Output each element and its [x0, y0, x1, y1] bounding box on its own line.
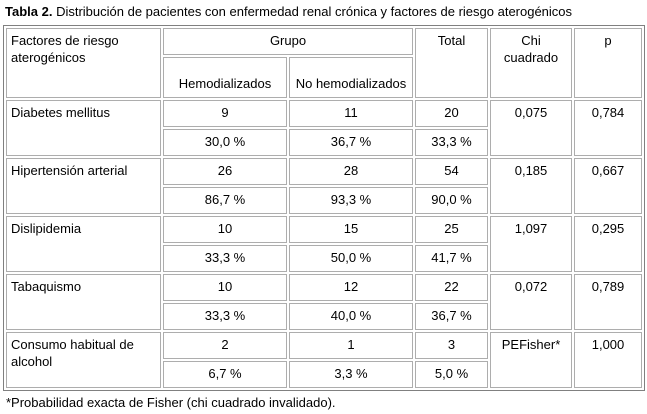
cell-total-percent: 36,7 %: [415, 303, 489, 330]
cell-p-value: 0,789: [574, 274, 643, 330]
cell-p-value: 0,784: [574, 100, 643, 156]
cell-total-percent: 33,3 %: [415, 129, 489, 156]
cell-p-value: 0,667: [574, 158, 643, 214]
cell-total-count: 22: [415, 274, 489, 301]
table-title-label: Tabla 2.: [5, 4, 53, 19]
cell-nohemo-percent: 3,3 %: [289, 361, 414, 388]
table-row-percent: 33,3 % 50,0 % 41,7 %: [6, 245, 642, 272]
cell-nohemo-count: 1: [289, 332, 414, 359]
cell-hemo-count: 10: [163, 274, 287, 301]
table-row-percent: 86,7 % 93,3 % 90,0 %: [6, 187, 642, 214]
cell-hemo-percent: 86,7 %: [163, 187, 287, 214]
table-row: Hipertensión arterial 26 28 54 0,185 0,6…: [6, 158, 643, 214]
header-row-2: Hemodializados No hemodializados: [6, 57, 642, 98]
cell-hemo-percent: 33,3 %: [163, 245, 287, 272]
cell-total-count: 25: [415, 216, 489, 243]
row-label: Hipertensión arterial: [6, 158, 161, 214]
col-header-total: Total: [415, 28, 489, 98]
cell-nohemo-percent: 40,0 %: [289, 303, 414, 330]
table-footnote: *Probabilidad exacta de Fisher (chi cuad…: [6, 395, 336, 410]
cell-hemo-count: 10: [163, 216, 287, 243]
cell-hemo-percent: 33,3 %: [163, 303, 287, 330]
table-row: Consumo habitual de alcohol 2 1 3 PEFish…: [6, 332, 643, 388]
cell-total-count: 20: [415, 100, 489, 127]
cell-hemo-percent: 30,0 %: [163, 129, 287, 156]
table-title: Tabla 2. Distribución de pacientes con e…: [5, 3, 643, 20]
cell-total-count: 3: [415, 332, 489, 359]
table-row-percent: 33,3 % 40,0 % 36,7 %: [6, 303, 642, 330]
table-row: Dislipidemia 10 15 25 1,097 0,295: [6, 216, 643, 272]
table-row: Diabetes mellitus 9 11 20 0,075 0,784: [6, 100, 643, 156]
cell-hemo-count: 9: [163, 100, 287, 127]
cell-nohemo-percent: 50,0 %: [289, 245, 414, 272]
row-label: Tabaquismo: [6, 274, 161, 330]
cell-chi-square: 1,097: [490, 216, 573, 272]
cell-total-percent: 90,0 %: [415, 187, 489, 214]
cell-hemo-count: 26: [163, 158, 287, 185]
risk-factors-table: Factores de riesgo aterogénicos Grupo To…: [3, 25, 646, 391]
table-title-text: Distribución de pacientes con enfermedad…: [56, 4, 573, 19]
cell-nohemo-count: 12: [289, 274, 414, 301]
table-row-percent: 30,0 % 36,7 % 33,3 %: [6, 129, 642, 156]
cell-total-count: 54: [415, 158, 489, 185]
cell-total-percent: 5,0 %: [415, 361, 489, 388]
col-header-factors: Factores de riesgo aterogénicos: [6, 28, 161, 98]
table-row-percent: 6,7 % 3,3 % 5,0 %: [6, 361, 642, 388]
cell-p-value: 0,295: [574, 216, 643, 272]
cell-nohemo-count: 11: [289, 100, 414, 127]
cell-chi-square: PEFisher*: [490, 332, 573, 388]
cell-nohemo-count: 15: [289, 216, 414, 243]
table-row: Tabaquismo 10 12 22 0,072 0,789: [6, 274, 643, 330]
col-header-chi-square: Chi cuadrado: [490, 28, 573, 98]
col-header-p: p: [574, 28, 643, 98]
cell-p-value: 1,000: [574, 332, 643, 388]
col-header-hemodialyzed: Hemodializados: [163, 57, 287, 98]
cell-hemo-percent: 6,7 %: [163, 361, 287, 388]
cell-nohemo-percent: 93,3 %: [289, 187, 414, 214]
cell-chi-square: 0,185: [490, 158, 573, 214]
row-label: Consumo habitual de alcohol: [6, 332, 161, 388]
cell-chi-square: 0,075: [490, 100, 573, 156]
cell-nohemo-count: 28: [289, 158, 414, 185]
cell-chi-square: 0,072: [490, 274, 573, 330]
col-header-not-hemodialyzed: No hemodializados: [289, 57, 414, 98]
cell-nohemo-percent: 36,7 %: [289, 129, 414, 156]
cell-hemo-count: 2: [163, 332, 287, 359]
row-label: Dislipidemia: [6, 216, 161, 272]
header-row-1: Factores de riesgo aterogénicos Grupo To…: [6, 28, 643, 98]
row-label: Diabetes mellitus: [6, 100, 161, 156]
cell-total-percent: 41,7 %: [415, 245, 489, 272]
col-header-group: Grupo: [163, 28, 414, 55]
